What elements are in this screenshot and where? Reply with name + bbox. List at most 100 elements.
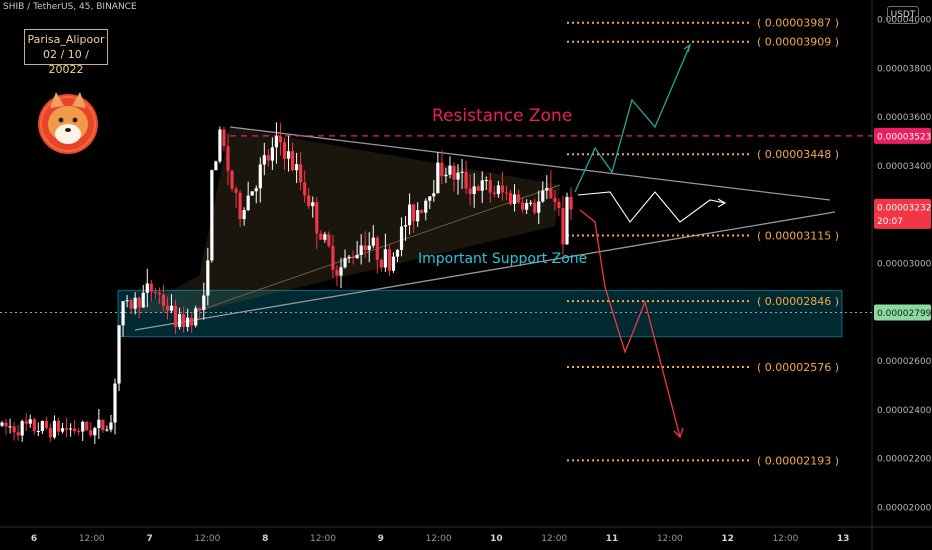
candle-body [32,419,36,432]
price-badge-bg [874,127,931,144]
logo-eye-left [58,117,64,123]
candle-body [569,196,573,210]
candle-body [234,188,238,193]
candle-body [472,186,476,194]
shiba-inu-coin-logo-icon [38,92,98,154]
candle-body [0,422,4,426]
currency-button[interactable]: USDT [887,6,919,24]
bullish-projection [574,44,691,193]
y-tick-label: 0.00002600 [877,357,932,367]
candle-body [311,202,315,207]
target-level-label: ( 0.00003987 ) [757,17,839,30]
candle-body [286,151,291,159]
candle-body [182,314,186,328]
candle-body [508,192,513,204]
candle-body [500,185,505,193]
candle-body [69,428,73,430]
candle-body [254,188,258,192]
candle-body [60,428,65,432]
candle-body [537,201,541,213]
candle-body [456,172,460,180]
author-date: 02 / 10 / 20022 [43,48,89,76]
x-tick-label: 12:00 [426,534,452,544]
candle-body [44,421,48,428]
candle-body [28,419,32,424]
candle-body [137,297,141,308]
candle-body [565,196,569,245]
candle-body [290,151,295,171]
candle-body [529,202,533,204]
resistance-zone-label: Resistance Zone [432,106,572,126]
x-tick-label: 11 [606,534,619,544]
candle-body [141,292,145,308]
candle-body [274,136,279,148]
logo-muzzle [55,124,81,144]
candle-body [383,249,387,268]
candle-body [379,259,383,268]
candle-body [194,308,198,326]
candle-body [420,210,424,213]
candle-body [206,260,210,296]
x-tick-label: 12:00 [194,534,220,544]
candle-body [214,161,218,171]
candle-body [327,234,331,246]
author-watermark: Parisa_Alipoor 02 / 10 / 20022 [24,29,108,76]
candle-body [504,192,509,194]
candle-body [520,202,525,210]
candle-body [533,202,537,213]
logo-rim [40,96,96,152]
candle-body [387,249,392,271]
candle-body [496,185,500,194]
candle-body [121,301,125,326]
candle-body [355,254,359,259]
candle-body [145,283,149,293]
x-tick-label: 10 [490,534,503,544]
logo-nose [65,128,71,132]
candle-body [375,237,379,260]
candle-body [444,174,448,177]
candle-body [8,426,12,428]
candle-body [307,195,311,207]
sideways-arrowhead [717,198,727,208]
price-badge-bg [874,304,931,321]
candle-body [101,419,105,431]
candle-body [105,429,109,431]
lower-trendline [134,211,836,331]
candle-body [4,422,8,427]
candle-body [452,165,456,180]
candle-body [73,428,77,432]
candle-body [282,142,287,159]
candle-body [133,297,137,309]
candle-body [190,317,194,326]
sideways-projection [577,191,726,223]
x-tick-label: 12:00 [310,534,336,544]
candle-body [226,146,230,171]
candle-body [250,191,254,196]
candle-body [81,421,85,432]
candle-body [258,164,262,189]
candle-body [266,155,270,161]
candle-body [343,258,347,268]
bearish-projection [579,209,681,438]
candle-body [222,129,226,147]
candle-body [561,208,565,245]
candle-body [545,188,549,191]
target-level-label: ( 0.00003448 ) [757,148,839,161]
candle-body [93,427,97,436]
candle-body [161,294,166,306]
candle-body [448,165,452,175]
candle-body [173,305,178,328]
target-level-label: ( 0.00003115 ) [757,229,839,242]
candle-body [412,204,416,222]
candle-body [218,129,222,162]
candle-body [492,192,496,194]
target-level-label: ( 0.00002193 ) [757,454,839,467]
candle-body [403,225,408,227]
upper-trendline [229,126,831,201]
price-badge-label: 0.00003232 [877,203,931,213]
candle-body [432,193,436,197]
price-badge-label: 0.00003523 [877,132,931,142]
author-name: Parisa_Alipoor [27,33,105,46]
